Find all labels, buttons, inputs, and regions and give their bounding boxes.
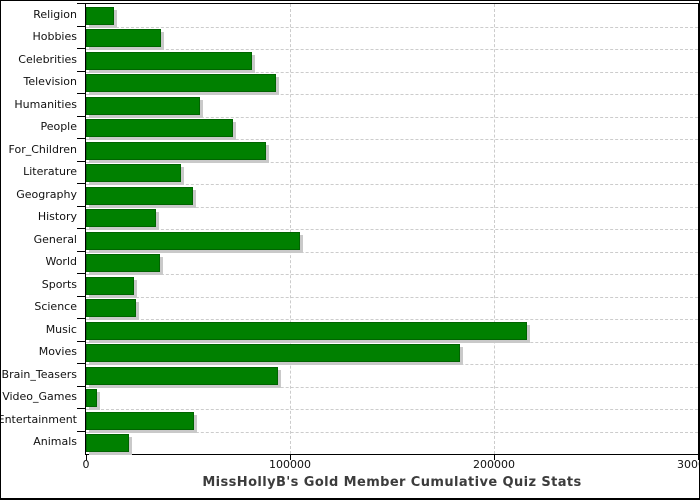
bar-brain_teasers bbox=[86, 366, 278, 385]
category-label: People bbox=[40, 120, 77, 134]
horizontal-gridline bbox=[86, 139, 698, 140]
horizontal-gridline bbox=[86, 26, 698, 28]
horizontal-gridline bbox=[86, 319, 698, 320]
category-label: Geography bbox=[16, 187, 77, 201]
y-tick bbox=[77, 408, 85, 409]
category-label: Hobbies bbox=[32, 30, 77, 44]
y-tick bbox=[77, 70, 85, 72]
bar-world bbox=[86, 254, 161, 272]
x-tick-label: 200000 bbox=[473, 458, 515, 471]
category-label: Music bbox=[45, 322, 77, 336]
category-label: Entertainment bbox=[0, 412, 77, 426]
horizontal-gridline bbox=[86, 206, 698, 208]
horizontal-gridline bbox=[86, 386, 698, 388]
y-tick bbox=[77, 318, 85, 319]
x-tick bbox=[698, 454, 699, 460]
horizontal-gridline bbox=[86, 296, 698, 298]
bar-humanities bbox=[86, 96, 201, 115]
plot-area bbox=[85, 3, 699, 455]
x-tick bbox=[86, 454, 87, 460]
horizontal-gridline bbox=[86, 431, 698, 433]
y-tick bbox=[77, 3, 85, 4]
bar-movies bbox=[86, 344, 461, 362]
horizontal-gridline bbox=[86, 49, 698, 50]
category-label: History bbox=[37, 210, 77, 224]
y-tick bbox=[77, 205, 85, 207]
bar-people bbox=[86, 119, 233, 137]
y-tick bbox=[77, 430, 85, 432]
category-label: Brain_Teasers bbox=[1, 367, 77, 381]
horizontal-gridline bbox=[86, 184, 698, 185]
vertical-gridline bbox=[290, 4, 291, 454]
y-tick bbox=[77, 273, 85, 274]
x-tick bbox=[494, 454, 495, 460]
category-label: Sports bbox=[41, 277, 77, 291]
horizontal-gridline bbox=[86, 94, 698, 95]
category-label: Religion bbox=[33, 7, 77, 21]
bar-history bbox=[86, 209, 157, 227]
horizontal-gridline bbox=[86, 274, 698, 275]
bar-religion bbox=[86, 6, 114, 25]
vertical-gridline bbox=[494, 4, 495, 454]
category-label: For_Children bbox=[8, 142, 77, 156]
category-label: Video_Games bbox=[2, 390, 77, 404]
bar-hobbies bbox=[86, 29, 162, 47]
bar-geography bbox=[86, 186, 194, 205]
bar-animals bbox=[86, 434, 129, 452]
horizontal-gridline bbox=[86, 364, 698, 365]
x-tick-label: 300000 bbox=[677, 458, 699, 471]
x-tick-label: 100000 bbox=[269, 458, 311, 471]
horizontal-gridline bbox=[86, 229, 698, 230]
y-tick bbox=[77, 93, 85, 94]
bar-celebrities bbox=[86, 51, 253, 70]
horizontal-gridline bbox=[86, 341, 698, 343]
y-tick bbox=[77, 183, 85, 184]
y-tick bbox=[77, 295, 85, 297]
y-tick bbox=[77, 385, 85, 387]
y-tick bbox=[77, 228, 85, 229]
chart-title: MissHollyB's Gold Member Cumulative Quiz… bbox=[202, 475, 582, 490]
y-tick bbox=[77, 115, 85, 117]
category-label: Literature bbox=[23, 165, 77, 179]
category-label: Animals bbox=[33, 435, 77, 449]
category-label: Television bbox=[23, 75, 78, 89]
y-tick bbox=[77, 363, 85, 364]
bar-science bbox=[86, 299, 136, 317]
category-label: Humanities bbox=[14, 97, 77, 111]
category-label: World bbox=[45, 255, 77, 269]
bar-general bbox=[86, 231, 301, 250]
y-tick bbox=[77, 160, 85, 162]
y-tick bbox=[77, 25, 85, 27]
bar-television bbox=[86, 74, 276, 92]
category-label: Movies bbox=[38, 345, 77, 359]
category-label: Science bbox=[34, 300, 77, 314]
bar-sports bbox=[86, 276, 134, 295]
horizontal-gridline bbox=[86, 409, 698, 410]
x-tick bbox=[290, 454, 291, 460]
category-label: Celebrities bbox=[18, 52, 77, 66]
bar-music bbox=[86, 321, 527, 340]
horizontal-gridline bbox=[86, 71, 698, 73]
horizontal-gridline bbox=[86, 161, 698, 163]
bar-for_children bbox=[86, 141, 266, 160]
y-tick bbox=[77, 48, 85, 49]
horizontal-gridline bbox=[86, 116, 698, 118]
bar-entertainment bbox=[86, 411, 195, 430]
bar-literature bbox=[86, 164, 181, 182]
y-tick bbox=[77, 250, 85, 252]
y-tick bbox=[77, 340, 85, 342]
horizontal-gridline bbox=[86, 251, 698, 253]
x-tick-label: 0 bbox=[82, 458, 90, 471]
y-tick bbox=[77, 138, 85, 139]
bar-video_games bbox=[86, 389, 98, 407]
category-label: General bbox=[33, 232, 77, 246]
